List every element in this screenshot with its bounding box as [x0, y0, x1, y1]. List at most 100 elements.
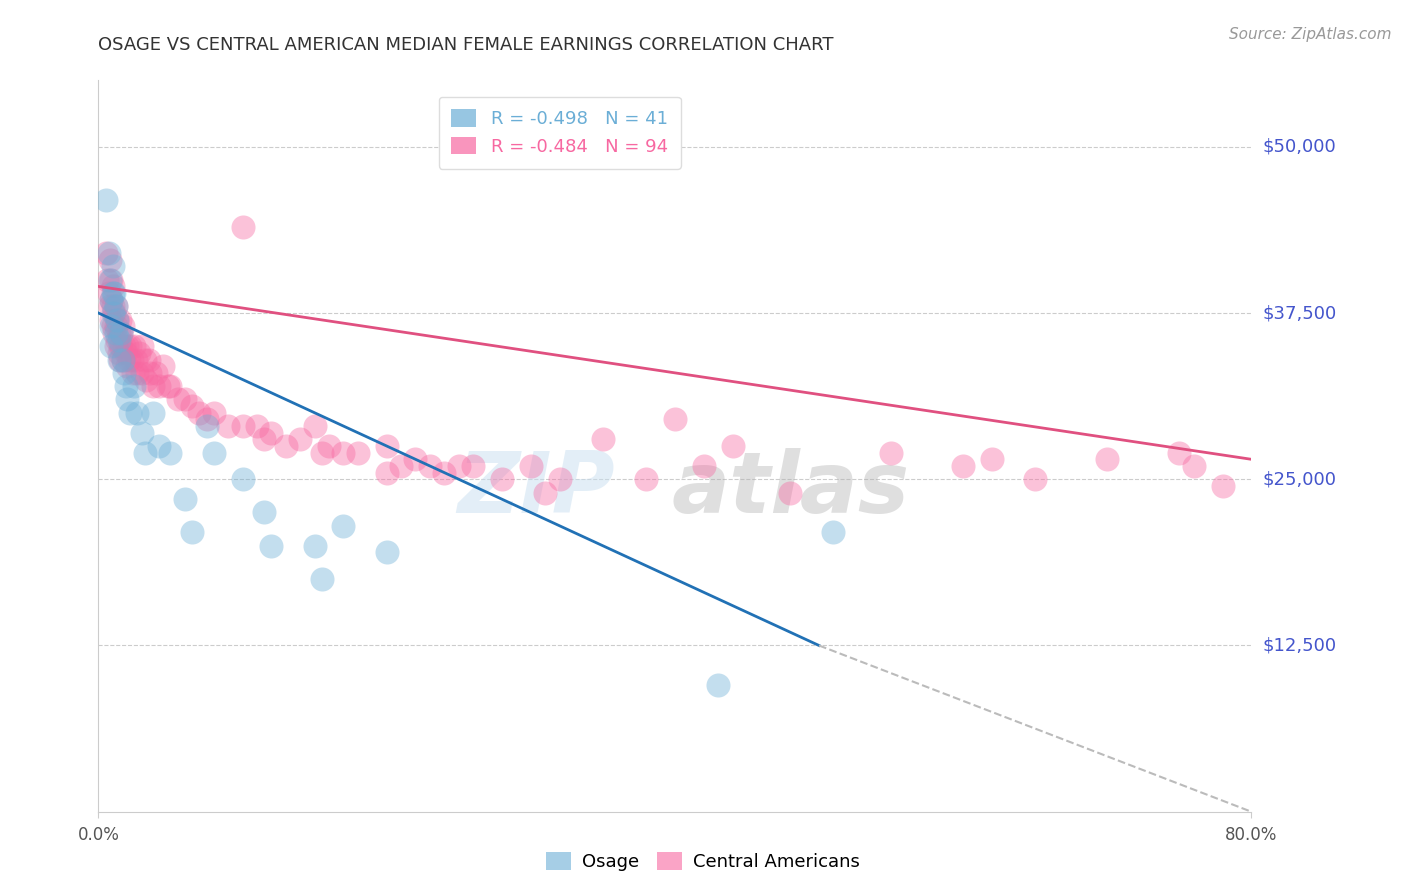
Point — [117, 359, 139, 374]
Point — [135, 372, 157, 386]
Point — [260, 425, 283, 440]
Point — [124, 339, 146, 353]
Point — [120, 406, 142, 420]
Point — [195, 419, 218, 434]
Point — [103, 326, 125, 340]
Point — [104, 339, 127, 353]
Text: $50,000: $50,000 — [1263, 137, 1336, 156]
Point — [981, 452, 1004, 467]
Point — [231, 219, 254, 234]
Point — [664, 412, 686, 426]
Point — [107, 346, 129, 360]
Point — [111, 319, 134, 334]
Legend: Osage, Central Americans: Osage, Central Americans — [538, 846, 868, 879]
Point — [188, 406, 211, 420]
Point — [111, 352, 134, 367]
Point — [108, 352, 131, 367]
Point — [520, 458, 543, 473]
Point — [104, 326, 127, 340]
Point — [125, 352, 148, 367]
Text: atlas: atlas — [671, 449, 910, 532]
Point — [1168, 445, 1191, 459]
Point — [592, 433, 614, 447]
Point — [346, 445, 368, 459]
Text: $12,500: $12,500 — [1263, 637, 1337, 655]
Point — [707, 678, 730, 692]
Point — [148, 379, 170, 393]
Point — [548, 472, 571, 486]
Point — [1212, 479, 1234, 493]
Point — [105, 333, 128, 347]
Point — [97, 246, 120, 260]
Point — [100, 293, 122, 307]
Point — [110, 326, 132, 340]
Point — [405, 452, 427, 467]
Point — [260, 539, 283, 553]
Point — [94, 193, 117, 207]
Point — [107, 326, 129, 340]
Point — [100, 273, 122, 287]
Point — [112, 339, 135, 353]
Point — [231, 472, 254, 486]
Point — [107, 352, 129, 367]
Text: Source: ZipAtlas.com: Source: ZipAtlas.com — [1229, 27, 1392, 42]
Point — [491, 472, 513, 486]
Point — [105, 312, 128, 326]
Point — [98, 273, 121, 287]
Point — [433, 466, 456, 480]
Text: ZIP: ZIP — [458, 449, 616, 532]
Point — [104, 299, 127, 313]
Point — [375, 439, 398, 453]
Point — [332, 518, 354, 533]
Point — [166, 392, 188, 407]
Point — [100, 312, 122, 326]
Point — [202, 445, 225, 459]
Point — [110, 339, 132, 353]
Point — [103, 306, 125, 320]
Point — [118, 352, 141, 367]
Point — [231, 419, 254, 434]
Point — [534, 485, 557, 500]
Point — [721, 439, 744, 453]
Point — [148, 439, 170, 453]
Point — [138, 352, 160, 367]
Point — [114, 346, 136, 360]
Point — [274, 439, 297, 453]
Point — [117, 339, 139, 353]
Point — [97, 286, 120, 301]
Point — [128, 346, 150, 360]
Point — [101, 319, 124, 334]
Point — [693, 458, 716, 473]
Point — [311, 445, 333, 459]
Point — [94, 246, 117, 260]
Point — [124, 379, 146, 393]
Text: $25,000: $25,000 — [1263, 470, 1337, 488]
Point — [101, 286, 124, 301]
Point — [311, 572, 333, 586]
Point — [127, 366, 149, 380]
Point — [100, 339, 122, 353]
Point — [111, 352, 134, 367]
Point — [253, 506, 276, 520]
Point — [101, 306, 124, 320]
Point — [104, 299, 127, 313]
Point — [98, 252, 121, 267]
Point — [332, 445, 354, 459]
Point — [108, 339, 131, 353]
Point — [127, 406, 149, 420]
Text: $37,500: $37,500 — [1263, 304, 1337, 322]
Point — [107, 333, 129, 347]
Point — [159, 379, 181, 393]
Point — [375, 545, 398, 559]
Point — [461, 458, 484, 473]
Point — [1097, 452, 1119, 467]
Point — [304, 539, 326, 553]
Point — [101, 299, 124, 313]
Point — [290, 433, 312, 447]
Point — [389, 458, 412, 473]
Point — [131, 425, 153, 440]
Point — [105, 312, 128, 326]
Point — [318, 439, 340, 453]
Point — [96, 273, 118, 287]
Point — [134, 445, 156, 459]
